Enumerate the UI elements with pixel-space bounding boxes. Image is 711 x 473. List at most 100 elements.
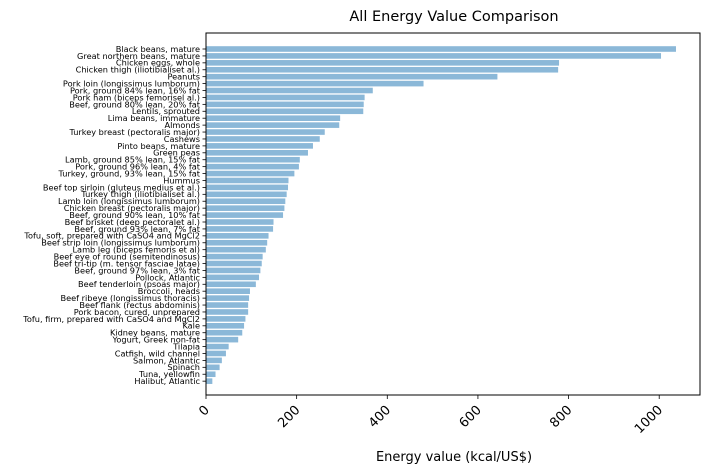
bar <box>206 205 285 211</box>
bar <box>206 87 373 94</box>
y-tick-label: Beef brisket (deep pectoralet al.) <box>65 217 200 227</box>
y-tick-label: Tuna, yellowfin <box>138 369 200 379</box>
y-tick-label: Beef eye of round (semitendinosus) <box>54 252 200 262</box>
bar <box>206 108 364 115</box>
y-tick-label: Chicken breast (pectoralis major) <box>64 203 200 213</box>
y-tick-label: Pork, ground 84% lean, 16% fat <box>70 85 201 95</box>
y-tick-label: Pork loin (longissimus lumborum) <box>63 79 200 89</box>
bar <box>206 302 249 308</box>
bar <box>206 343 229 350</box>
y-tick-label: Turkey breast (pectoralis major) <box>68 127 200 137</box>
bar <box>206 53 662 59</box>
bar <box>206 191 287 198</box>
y-tick-label: Yogurt, Greek non-fat <box>112 335 201 345</box>
y-tick-label: Broccoli, heads <box>138 286 200 296</box>
bar <box>206 295 250 301</box>
bar <box>206 66 559 73</box>
bar <box>206 170 295 177</box>
bar <box>206 378 213 384</box>
bar <box>206 136 320 142</box>
x-tick-label: 200 <box>275 403 303 431</box>
y-tick-label: Beef tenderloin (psoas major) <box>78 279 200 289</box>
y-tick-label: Lentils, sprouted <box>132 106 200 116</box>
y-tick-label: Tilapia <box>172 341 200 351</box>
y-tick-label: Salmon, Atlantic <box>133 355 200 365</box>
bar <box>206 239 268 246</box>
bar <box>206 198 286 205</box>
x-tick-label: 600 <box>457 403 485 431</box>
bar <box>206 163 299 170</box>
bar <box>206 73 498 80</box>
bar <box>206 184 289 191</box>
bars-layer <box>206 46 676 384</box>
y-tick-label: Kale <box>182 321 200 331</box>
bar <box>206 226 274 232</box>
y-tick-label: Tofu, soft, prepared with CaSO4 and MgCl… <box>23 231 200 241</box>
bar <box>206 60 560 66</box>
y-tick-label: Chicken eggs, whole <box>116 58 200 68</box>
y-tick-label: Lamb, ground 85% lean, 15% fat <box>65 155 201 165</box>
bar <box>206 350 226 357</box>
y-tick-label: Beef top sirloin (gluteus medius et al.) <box>43 182 200 192</box>
y-tick-label: Beef ribeye (longissimus thoracis) <box>60 293 200 303</box>
bar <box>206 281 256 288</box>
plot-frame <box>205 32 701 396</box>
x-tick-label: 1000 <box>632 403 666 437</box>
y-tick-label: Tofu, firm, prepared with CaSO4 and MgCl… <box>22 314 200 324</box>
y-tick-label: Almonds <box>164 120 200 130</box>
y-tick-label: Beef, ground 90% lean, 10% fat <box>69 210 201 220</box>
bar <box>206 260 262 267</box>
y-tick-label: Cashews <box>164 134 200 144</box>
bar <box>206 329 243 336</box>
x-tick-label: 400 <box>366 403 394 431</box>
y-tick-label: Hummus <box>163 175 200 185</box>
y-tick-label: Beef, ground 80% lean, 20% fat <box>69 99 201 109</box>
y-tick-label: Beef, ground 93% lean, 7% fat <box>74 224 200 234</box>
y-tick-label: Black beans, mature <box>116 44 200 54</box>
bar <box>206 219 274 225</box>
y-tick-label: Turkey thigh (iliotibialiset al.) <box>80 189 200 199</box>
y-tick-label: Pinto beans, mature <box>117 141 200 151</box>
y-tick-label: Beef tri-tip (m. tensor fasciae latae) <box>53 258 200 268</box>
y-tick-label: Pollock, Atlantic <box>135 272 200 282</box>
bar <box>206 115 341 121</box>
x-axis-tick-labels: 0 200 400 600 800 1000 <box>196 395 666 437</box>
bar <box>206 177 289 184</box>
bar <box>206 336 239 343</box>
bar <box>206 288 250 294</box>
y-tick-label: Pork ham (biceps femorisel al.) <box>73 92 200 102</box>
x-axis-label: Energy value (kcal/US$) <box>376 450 532 465</box>
y-tick-label: Lima beans, immature <box>108 113 200 123</box>
bar <box>206 253 263 260</box>
bar <box>206 233 269 239</box>
bar <box>206 246 266 253</box>
y-tick-label: Spinach <box>167 362 200 372</box>
y-tick-label: Kidney beans, mature <box>110 328 200 338</box>
bar <box>206 156 300 163</box>
y-tick-label: Green peas <box>153 148 200 158</box>
bar <box>206 80 424 87</box>
y-tick-label: Chicken thigh (iliotibialiset al.) <box>76 65 200 75</box>
y-tick-label: Lamb leg (biceps femoris et al) <box>73 245 201 255</box>
bar <box>206 150 308 156</box>
x-tick-label: 800 <box>547 403 575 431</box>
bar <box>206 323 245 329</box>
chart-title: All Energy Value Comparison <box>349 9 558 25</box>
y-tick-label: Lamb loin (longissimus lumborum) <box>58 196 200 206</box>
y-tick-label: Beef flank (rectus abdominis) <box>79 300 200 310</box>
bar <box>206 212 284 218</box>
bar <box>206 46 676 52</box>
y-tick-label: Beef, ground 97% lean, 3% fat <box>74 265 200 275</box>
y-tick-label: Pork bacon, cured, unprepared <box>74 307 200 317</box>
bar <box>206 267 261 274</box>
y-tick-label: Pork, ground 96% lean, 4% fat <box>75 162 201 172</box>
y-tick-label: Great northern beans, mature <box>77 51 200 61</box>
y-tick-label: Catfish, wild channel <box>115 348 200 358</box>
bar <box>206 101 364 108</box>
y-tick-label: Halibut, Atlantic <box>134 376 200 386</box>
y-tick-label: Beef strip loin (longissimus lumborum) <box>41 238 200 248</box>
bar <box>206 274 260 281</box>
